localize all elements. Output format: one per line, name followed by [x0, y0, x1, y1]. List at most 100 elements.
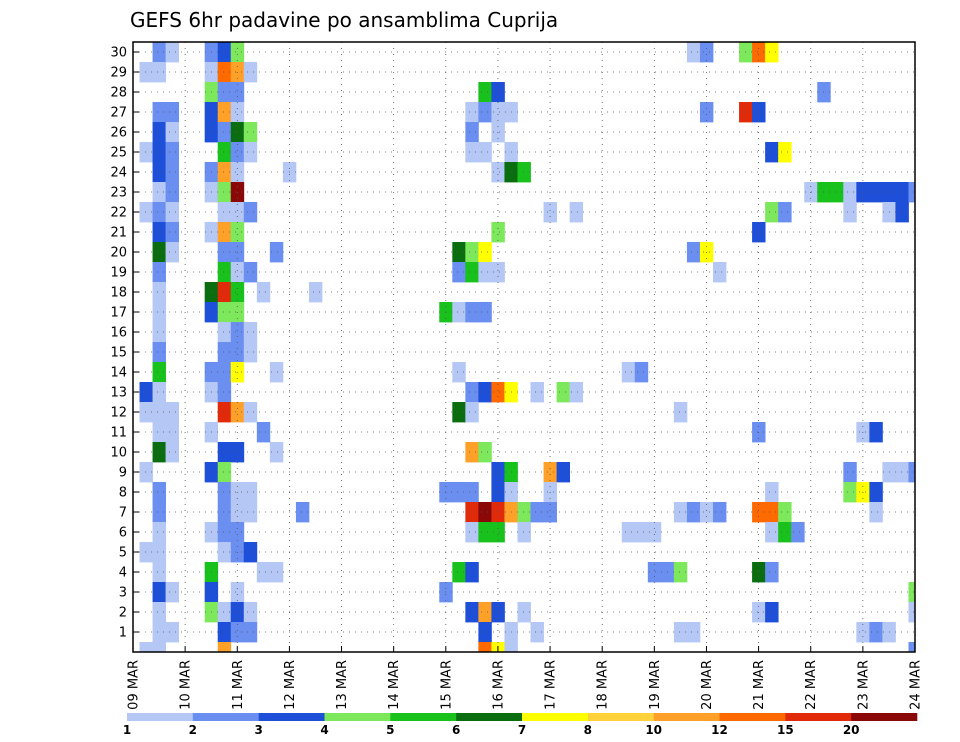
heatmap-cell [465, 602, 479, 623]
heatmap-cell [217, 342, 232, 363]
heatmap-cell [647, 522, 662, 543]
heatmap-cell [269, 562, 284, 583]
heatmap-cell [686, 622, 701, 643]
heatmap-cell [517, 502, 531, 523]
heatmap-cell [152, 202, 166, 223]
heatmap-cell [152, 502, 166, 523]
heatmap-cell [139, 542, 153, 563]
heatmap-cell [478, 502, 492, 523]
heatmap-cell [217, 622, 232, 643]
heatmap-cell [152, 62, 166, 83]
heatmap-cell [217, 602, 232, 623]
y-tick-label: 24 [110, 166, 127, 181]
heatmap-cell [243, 322, 258, 343]
heatmap-cell [243, 122, 258, 143]
y-tick-label: 29 [110, 66, 127, 81]
heatmap-cell [908, 642, 916, 653]
y-tick-label: 25 [110, 146, 127, 161]
heatmap-cell [778, 502, 792, 523]
x-tick-label: 18 MAR [596, 660, 611, 710]
heatmap-cell [165, 122, 180, 143]
colorbar-swatch [192, 713, 259, 721]
heatmap-cell [765, 482, 779, 503]
y-tick-label: 1 [119, 626, 127, 641]
x-tick-label: 22 MAR [804, 660, 819, 710]
heatmap-cell [243, 142, 258, 163]
grid-lines [133, 42, 915, 652]
heatmap-cell [452, 402, 466, 423]
x-tick-label: 24 MAR [909, 660, 924, 710]
heatmap-cell [465, 142, 479, 163]
colorbar-swatch [851, 713, 918, 721]
heatmap-cell [895, 182, 909, 203]
y-tick-label: 2 [119, 606, 127, 621]
colorbar-label: 3 [254, 723, 262, 737]
colorbar-label: 15 [777, 723, 794, 737]
heatmap-cell [165, 402, 180, 423]
heatmap-cell [217, 62, 232, 83]
heatmap-cell [491, 102, 505, 123]
heatmap-cell [308, 282, 323, 303]
heatmap-cell [217, 42, 232, 63]
heatmap-cell [504, 642, 518, 653]
heatmap-cell [530, 502, 544, 523]
y-tick-label: 12 [110, 406, 127, 421]
heatmap-cells [139, 42, 916, 653]
y-tick-label: 10 [110, 446, 127, 461]
heatmap-cell [217, 482, 232, 503]
heatmap-cell [152, 642, 166, 653]
heatmap-cell [152, 522, 166, 543]
heatmap-cell [152, 382, 166, 403]
y-tick-label: 21 [110, 226, 127, 241]
colorbar-label: 5 [386, 723, 394, 737]
heatmap-cell [908, 582, 916, 603]
colorbar-swatch [522, 713, 589, 721]
heatmap-cell [530, 382, 544, 403]
heatmap-cell [452, 242, 466, 263]
heatmap-cell [478, 82, 492, 103]
heatmap-cell [165, 162, 180, 183]
heatmap-cell [895, 462, 909, 483]
heatmap-cell [517, 522, 531, 543]
heatmap-cell [478, 642, 492, 653]
heatmap-cell [765, 142, 779, 163]
heatmap-cell [152, 582, 166, 603]
y-tick-label: 23 [110, 186, 127, 201]
heatmap-cell [139, 462, 153, 483]
heatmap-cell [152, 142, 166, 163]
heatmap-cell [634, 522, 649, 543]
heatmap-cell [895, 202, 909, 223]
heatmap-cell [569, 382, 584, 403]
heatmap-cell [765, 522, 779, 543]
heatmap-cell [152, 562, 166, 583]
heatmap-cell [465, 382, 479, 403]
heatmap-cell [230, 622, 245, 643]
heatmap-cell [165, 582, 180, 603]
heatmap-cell [152, 542, 166, 563]
heatmap-cell [491, 262, 505, 283]
heatmap-cell [230, 322, 245, 343]
y-tick-label: 28 [110, 86, 127, 101]
y-tick-label: 30 [110, 46, 127, 61]
x-tick-label: 13 MAR [335, 660, 350, 710]
heatmap-cell [452, 302, 466, 323]
heatmap-cell [217, 542, 232, 563]
heatmap-cell [139, 62, 153, 83]
heatmap-cell [647, 562, 662, 583]
heatmap-cell [856, 622, 870, 643]
x-tick-label: 12 MAR [283, 660, 298, 710]
heatmap-cell [152, 282, 166, 303]
heatmap-cell [165, 622, 180, 643]
y-tick-label: 20 [110, 246, 127, 261]
x-tick-label: 14 MAR [387, 660, 402, 710]
heatmap-cell [230, 142, 245, 163]
heatmap-cell [752, 222, 766, 243]
heatmap-cell [869, 622, 883, 643]
heatmap-cell [569, 202, 584, 223]
heatmap-cell [165, 202, 180, 223]
heatmap-cell [543, 462, 557, 483]
x-tick-label: 09 MAR [127, 660, 142, 710]
colorbar-swatch [127, 713, 194, 721]
heatmap-cell [217, 502, 232, 523]
colorbar-swatch [719, 713, 786, 721]
